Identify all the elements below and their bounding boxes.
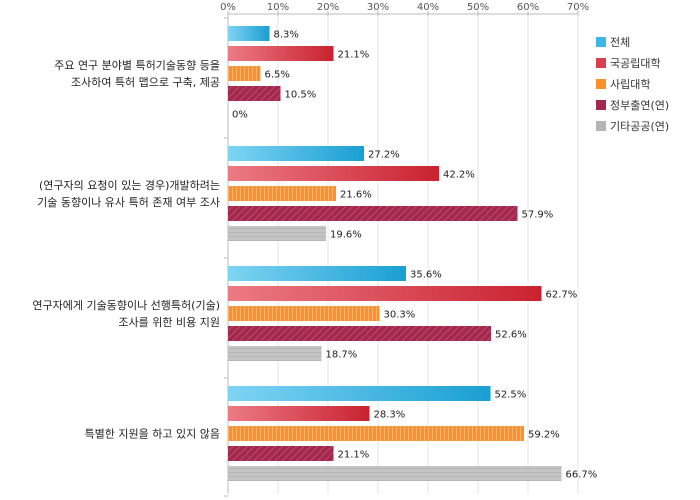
- bar-사립대학: [228, 186, 336, 201]
- bar-기타공공(연): [228, 226, 326, 241]
- legend-swatch: [596, 37, 606, 47]
- bar-정부출연(연): [228, 86, 281, 101]
- x-tick-label: 70%: [567, 2, 589, 13]
- data-label: 30.3%: [384, 310, 416, 321]
- legend-label: 사립대학: [610, 78, 650, 91]
- bar-사립대학: [228, 66, 261, 81]
- data-label: 10.5%: [285, 90, 317, 101]
- bar-국공립대학: [228, 406, 370, 421]
- legend-swatch: [596, 58, 606, 68]
- data-label: 62.7%: [546, 290, 578, 301]
- legend-label: 국공립대학: [610, 57, 661, 70]
- bar-기타공공(연): [228, 346, 322, 361]
- legend-label: 전체: [610, 36, 630, 49]
- bar-사립대학: [228, 306, 380, 321]
- x-tick-label: 30%: [367, 2, 389, 13]
- bar-전체: [228, 26, 270, 41]
- legend-label: 기타공공(연): [610, 120, 669, 133]
- x-tick-label: 60%: [517, 2, 539, 13]
- bar-국공립대학: [228, 46, 334, 61]
- x-tick-label: 0%: [220, 2, 236, 13]
- legend-swatch: [596, 121, 606, 131]
- bar-전체: [228, 386, 491, 401]
- category-label: 연구자에게 기술동향이나 선행특허(기술) 조사를 위한 비용 지원: [32, 299, 220, 329]
- bar-사립대학: [228, 426, 524, 441]
- data-label: 52.5%: [495, 390, 527, 401]
- bar-전체: [228, 266, 406, 281]
- data-label: 28.3%: [374, 410, 406, 421]
- category-label: 특별한 지원을 하고 있지 않음: [85, 427, 220, 441]
- x-tick-label: 20%: [317, 2, 339, 13]
- bar-기타공공(연): [228, 466, 562, 481]
- data-label: 66.7%: [566, 470, 598, 481]
- bar-국공립대학: [228, 166, 439, 181]
- data-label: 19.6%: [330, 230, 362, 241]
- legend-label: 정부출연(연): [610, 99, 669, 112]
- data-label: 6.5%: [265, 70, 290, 81]
- data-label: 35.6%: [410, 270, 442, 281]
- bars: 8.3% 21.1% 6.5% 10.5% 0% 27.2% 42.2% 21.6% 57.9%…: [228, 26, 597, 481]
- x-tick-label: 50%: [467, 2, 489, 13]
- category-label: 주요 연구 분야별 특허기술동향 등을 조사하여 특허 맵으로 구축, 제공: [54, 59, 220, 89]
- bar-정부출연(연): [228, 326, 491, 341]
- grid: [277, 14, 579, 494]
- data-label: 18.7%: [326, 350, 358, 361]
- legend-swatch: [596, 79, 606, 89]
- category-labels: 주요 연구 분야별 특허기술동향 등을 조사하여 특허 맵으로 구축, 제공 (연구…: [32, 59, 220, 441]
- data-label: 0%: [232, 110, 248, 121]
- data-label: 21.1%: [338, 50, 370, 61]
- data-label: 52.6%: [495, 330, 527, 341]
- bar-전체: [228, 146, 364, 161]
- x-tick-label: 10%: [267, 2, 289, 13]
- x-axis-ticks: 0% 10% 20% 30% 40% 50% 60% 70%: [220, 2, 589, 497]
- data-label: 8.3%: [274, 30, 299, 41]
- x-tick-label: 40%: [417, 2, 439, 13]
- category-label: (연구자의 요청이 있는 경우)개발하려는 기술 동향이나 유사 특허 존재 여부…: [37, 178, 220, 209]
- legend-swatch: [596, 100, 606, 110]
- data-label: 59.2%: [528, 430, 560, 441]
- data-label: 27.2%: [368, 150, 400, 161]
- data-label: 21.1%: [338, 450, 370, 461]
- data-label: 57.9%: [522, 210, 554, 221]
- bar-정부출연(연): [228, 206, 518, 221]
- bar-국공립대학: [228, 286, 542, 301]
- data-label: 42.2%: [443, 170, 475, 181]
- data-label: 21.6%: [340, 190, 372, 201]
- bar-정부출연(연): [228, 446, 334, 461]
